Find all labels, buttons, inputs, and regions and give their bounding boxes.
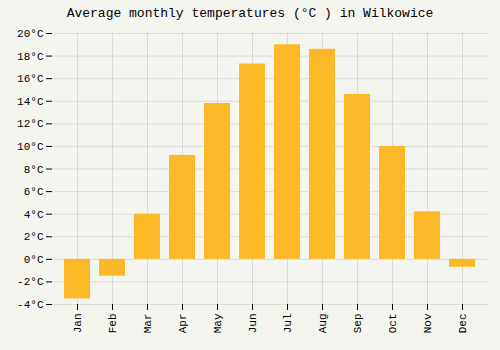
svg-text:-4°C: -4°C [17,299,44,311]
svg-text:Oct: Oct [387,314,399,334]
svg-text:Jan: Jan [72,314,84,334]
svg-text:Feb: Feb [107,314,119,334]
svg-text:10°C: 10°C [17,141,44,153]
svg-text:8°C: 8°C [24,164,44,176]
svg-text:Dec: Dec [457,314,469,334]
svg-text:Jun: Jun [247,314,259,334]
svg-text:16°C: 16°C [17,73,44,85]
svg-text:-2°C: -2°C [17,276,44,288]
svg-text:May: May [212,313,224,333]
svg-text:4°C: 4°C [24,209,44,221]
svg-text:Nov: Nov [422,313,434,333]
svg-text:14°C: 14°C [17,96,44,108]
svg-text:0°C: 0°C [24,254,44,266]
svg-text:20°C: 20°C [17,28,44,40]
svg-text:2°C: 2°C [24,231,44,243]
html-text:Average monthly temperatures (: Average monthly temperatures (°C ) in Wi… [66,6,434,21]
svg-text:Sep: Sep [352,314,364,334]
svg-text:18°C: 18°C [17,51,44,63]
svg-text:6°C: 6°C [24,186,44,198]
svg-text:Aug: Aug [317,314,329,334]
svg-text:12°C: 12°C [17,118,44,130]
svg-text:Mar: Mar [142,314,154,334]
svg-text:Apr: Apr [177,314,189,334]
svg-text:Jul: Jul [282,314,294,334]
